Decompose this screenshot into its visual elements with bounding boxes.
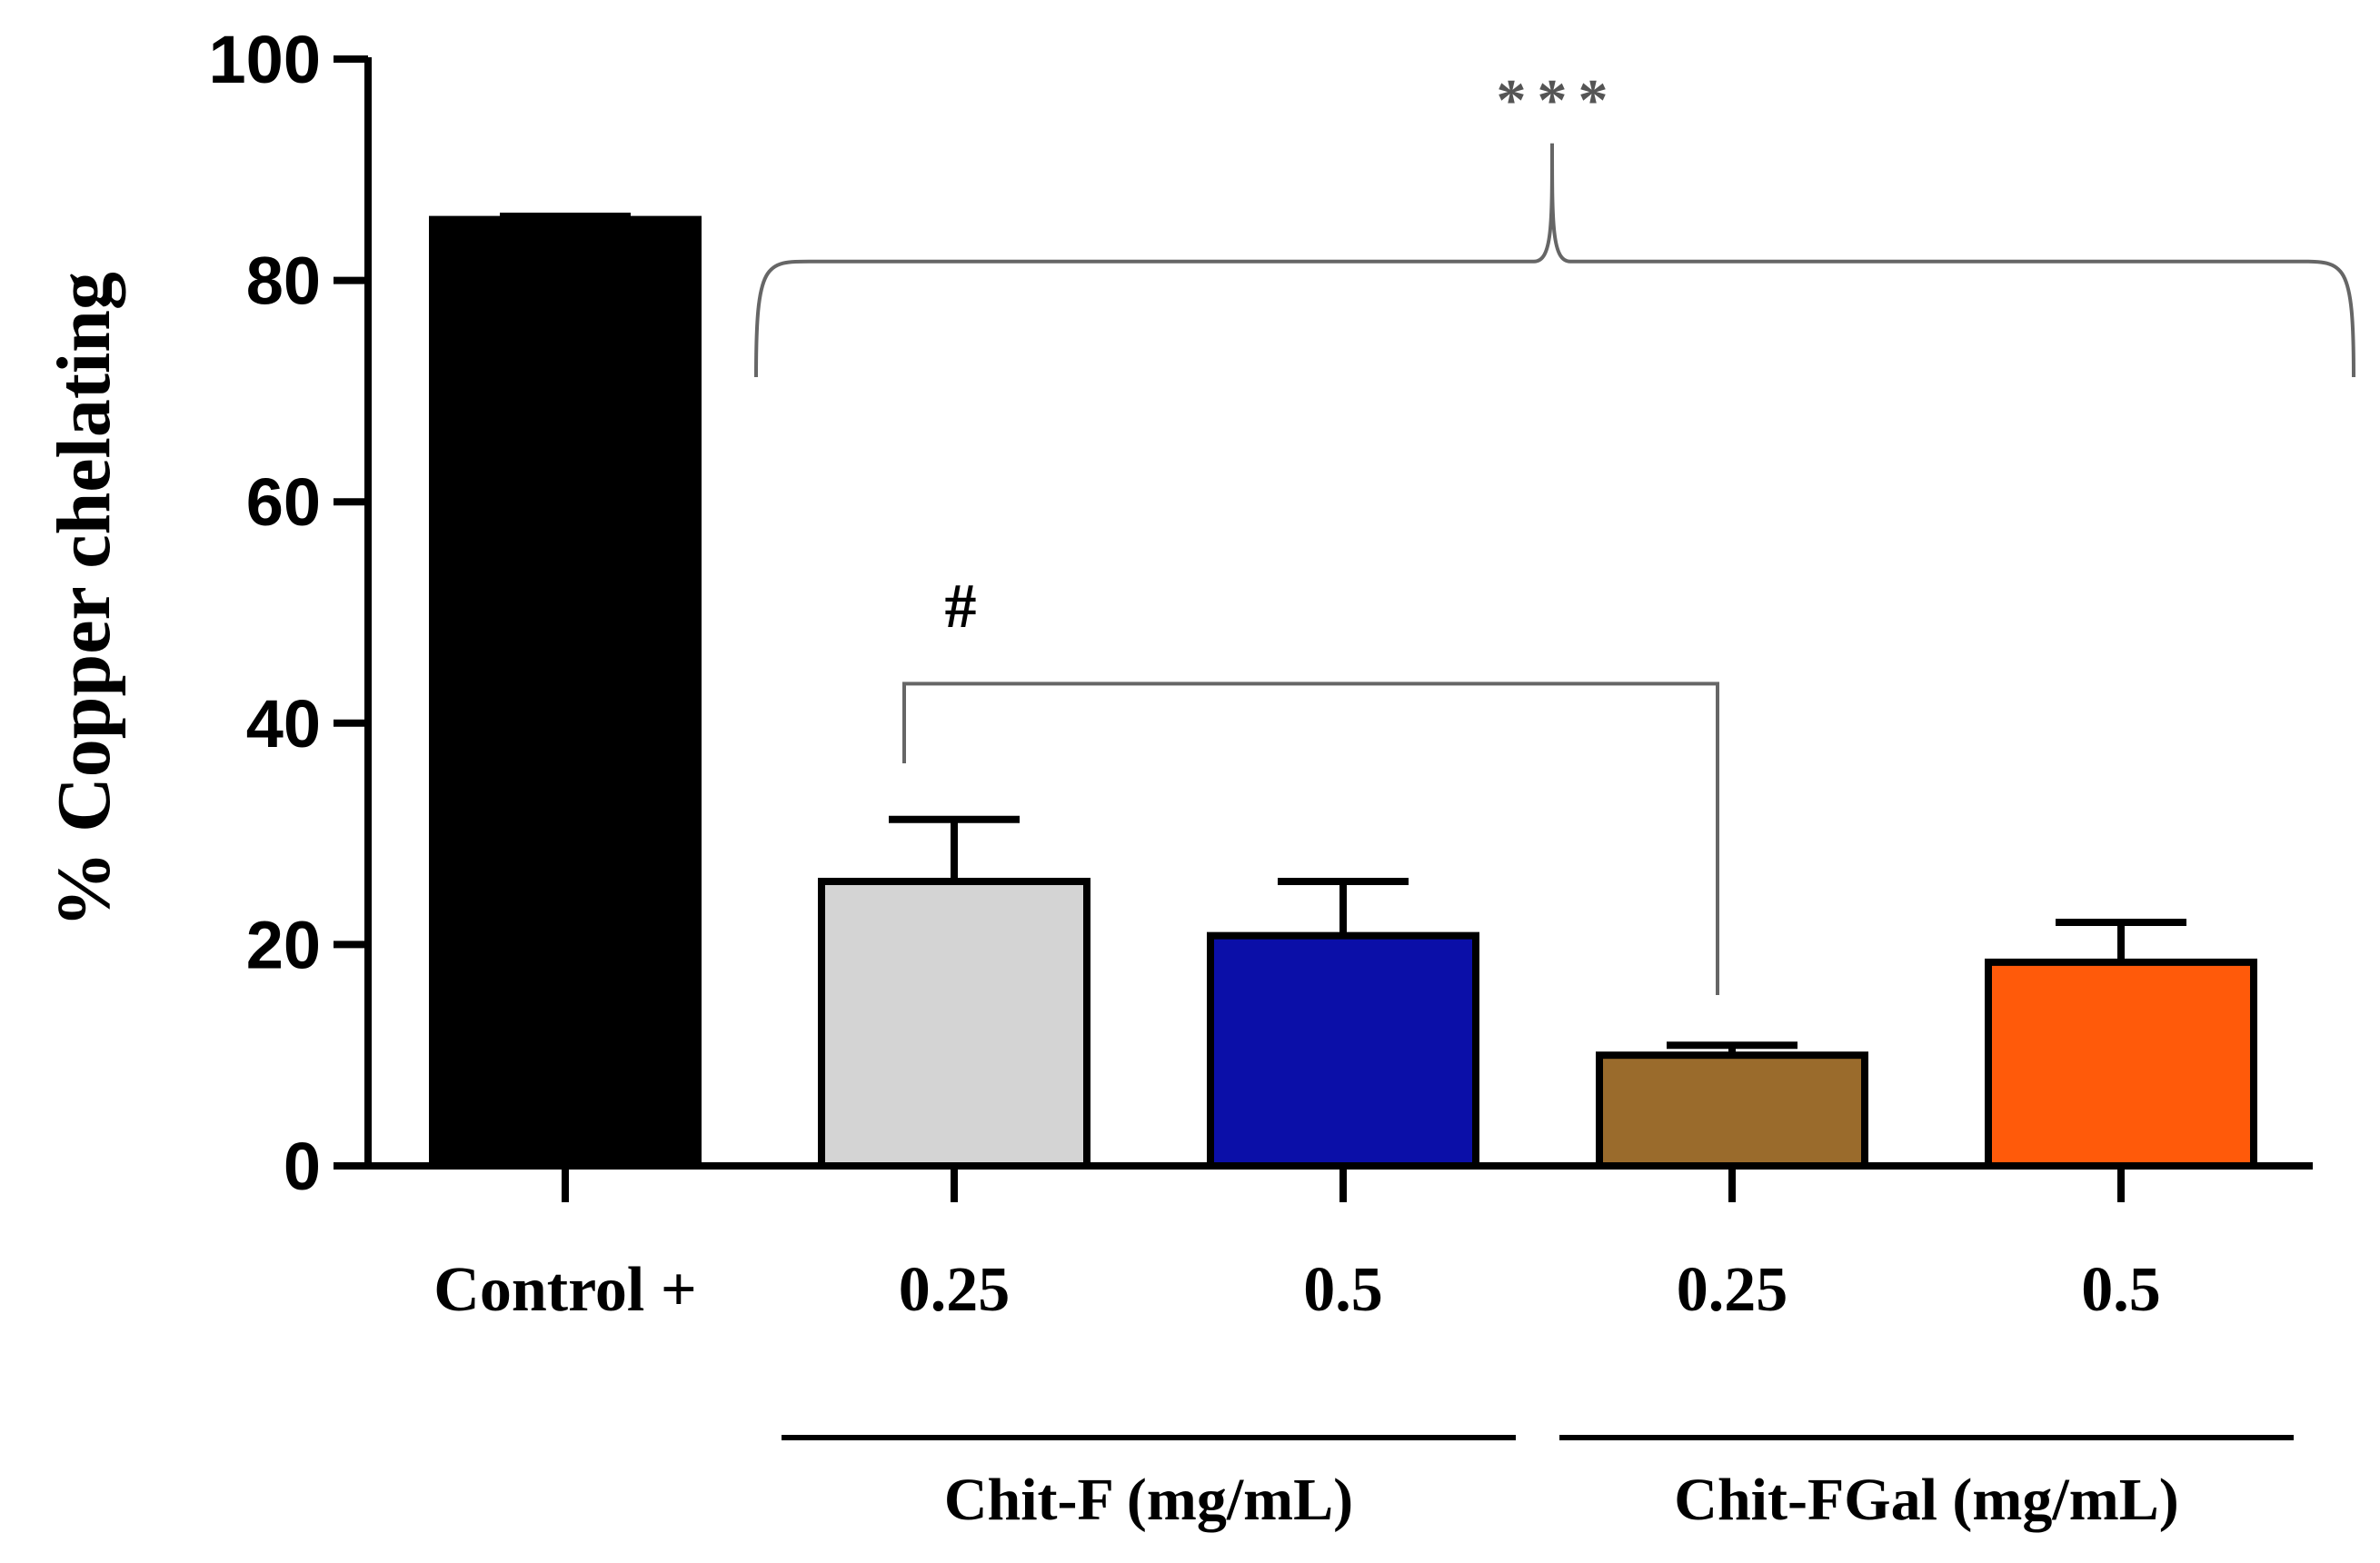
hash-bracket [902, 682, 1719, 995]
bar-0 [429, 215, 702, 1170]
y-tick-label-40: 40 [246, 686, 321, 762]
bar-2 [1207, 931, 1479, 1170]
x-tick-label-0: Control + [433, 1255, 696, 1325]
x-tick-label-3: 0.25 [1677, 1255, 1788, 1325]
significance-annotations: *** # [754, 67, 2355, 995]
y-axis-label: % Copper chelating [42, 272, 126, 928]
x-tick-label-2: 0.5 [1303, 1255, 1383, 1325]
axis-labels: % Copper chelating Chit-F (mg/mL) Chit-FG… [42, 272, 2294, 1533]
x-tick-label-1: 0.25 [899, 1255, 1011, 1325]
significance-hash: # [945, 572, 977, 642]
y-tick-label-60: 60 [246, 464, 321, 540]
bar-3 [1596, 1051, 1868, 1170]
bars [429, 215, 2257, 1170]
error-bars [500, 212, 2186, 1056]
bar-1 [818, 877, 1090, 1170]
bar-4 [1985, 958, 2257, 1170]
axes: 0 20 40 60 80 100 Control + 0.25 0.5 0.25 0.5 [209, 22, 2313, 1325]
group-label-0: Chit-F (mg/mL) [944, 1467, 1353, 1533]
y-tick-label-20: 20 [246, 907, 321, 982]
significance-stars: *** [1497, 67, 1619, 134]
y-tick-label-80: 80 [246, 244, 321, 319]
x-tick-label-4: 0.5 [2081, 1255, 2161, 1325]
y-tick-label-0: 0 [284, 1129, 321, 1204]
y-tick-label-100: 100 [209, 22, 321, 97]
brace-bracket [754, 143, 2355, 378]
group-label-1: Chit-FGal (mg/mL) [1674, 1467, 2178, 1533]
